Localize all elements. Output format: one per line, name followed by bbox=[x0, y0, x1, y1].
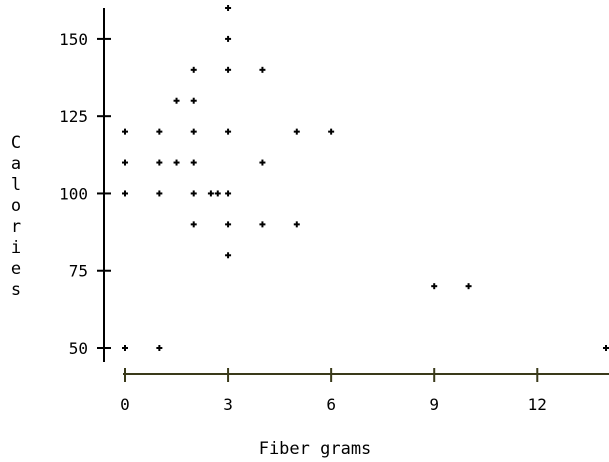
data-point bbox=[214, 190, 221, 197]
y-axis-label-char: C bbox=[11, 133, 21, 153]
data-point bbox=[293, 128, 300, 135]
y-axis-label-char: s bbox=[11, 280, 21, 300]
y-tick-label: 125 bbox=[59, 107, 88, 126]
data-point bbox=[465, 283, 472, 290]
x-tick-label: 6 bbox=[326, 395, 336, 414]
data-point bbox=[156, 128, 163, 135]
data-point bbox=[156, 345, 163, 351]
y-tick-label: 100 bbox=[59, 184, 88, 203]
data-point bbox=[293, 221, 300, 228]
y-axis-label-char: l bbox=[11, 175, 21, 195]
data-point bbox=[225, 190, 232, 197]
data-point bbox=[225, 35, 232, 42]
y-axis-ticks: 50 75 100 125 150 bbox=[59, 30, 111, 358]
data-point bbox=[431, 283, 438, 290]
y-axis-label-char: r bbox=[11, 217, 21, 237]
data-point bbox=[207, 190, 214, 197]
data-point bbox=[122, 190, 128, 197]
data-point bbox=[190, 66, 197, 73]
data-point bbox=[225, 128, 232, 135]
x-tick-label: 9 bbox=[429, 395, 439, 414]
data-point bbox=[259, 66, 266, 73]
data-point bbox=[156, 159, 163, 166]
data-point bbox=[259, 221, 266, 228]
data-point bbox=[225, 5, 232, 11]
data-point bbox=[603, 345, 609, 351]
data-point bbox=[173, 97, 180, 104]
y-axis-label-char: e bbox=[11, 259, 21, 279]
data-point bbox=[122, 345, 128, 351]
y-axis-label-char: a bbox=[11, 154, 21, 174]
data-point bbox=[156, 190, 163, 197]
x-axis-ticks: 0 3 6 9 12 bbox=[120, 368, 547, 414]
data-point bbox=[122, 159, 128, 166]
x-axis-label: Fiber grams bbox=[259, 439, 372, 459]
data-point bbox=[225, 221, 232, 228]
data-point bbox=[190, 190, 197, 197]
x-tick-label: 12 bbox=[528, 395, 547, 414]
data-points-layer bbox=[122, 5, 609, 351]
data-point bbox=[122, 128, 128, 135]
y-tick-label: 150 bbox=[59, 30, 88, 49]
data-point bbox=[328, 128, 335, 135]
y-tick-label: 75 bbox=[69, 262, 88, 281]
data-point bbox=[173, 159, 180, 166]
y-axis-label-char: o bbox=[11, 196, 21, 216]
data-point bbox=[190, 97, 197, 104]
data-point bbox=[225, 66, 232, 73]
y-tick-label: 50 bbox=[69, 339, 88, 358]
data-point bbox=[190, 221, 197, 228]
data-point bbox=[190, 159, 197, 166]
data-point bbox=[259, 159, 266, 166]
data-point bbox=[190, 128, 197, 135]
x-tick-label: 0 bbox=[120, 395, 130, 414]
data-point bbox=[225, 252, 232, 259]
x-tick-label: 3 bbox=[223, 395, 233, 414]
y-axis-label-char: i bbox=[11, 238, 21, 258]
